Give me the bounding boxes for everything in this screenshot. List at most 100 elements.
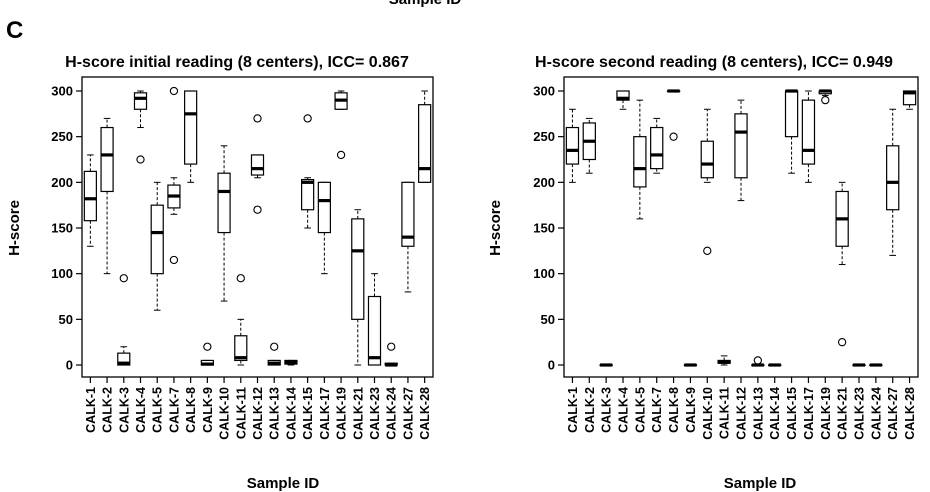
- x-tick-label: CALK-10: [701, 387, 715, 440]
- boxplot-calk-27: [401, 181, 415, 293]
- y-tick-label: 150: [51, 221, 73, 236]
- y-tick-label: 150: [533, 221, 555, 236]
- y-tick-label: 0: [548, 358, 555, 373]
- x-tick-label: CALK-11: [234, 387, 248, 439]
- x-tick-label: CALK-3: [600, 387, 614, 433]
- y-tick-label: 300: [533, 84, 555, 99]
- x-tick-label: CALK-8: [667, 387, 681, 433]
- iqr-box: [401, 181, 415, 247]
- iqr-box: [418, 104, 432, 183]
- boxplot-calk-17: [801, 90, 816, 183]
- x-tick-label: CALK-14: [284, 387, 298, 440]
- x-tick-label: CALK-4: [134, 387, 148, 433]
- x-tick-label: CALK-24: [869, 387, 883, 440]
- boxplot-calk-4: [616, 90, 630, 110]
- x-tick-label: CALK-19: [819, 387, 833, 440]
- boxplot-calk-14: [768, 363, 782, 367]
- top-sample-id-label: Sample ID: [389, 0, 462, 8]
- iqr-box: [633, 136, 647, 188]
- y-axis-label-second: H-score: [487, 200, 504, 256]
- y-tick-label: 200: [51, 175, 73, 190]
- boxplot-calk-13: [751, 356, 765, 367]
- x-tick-label: CALK-10: [218, 387, 232, 440]
- iqr-box: [234, 335, 248, 362]
- x-tick-label: CALK-27: [886, 387, 900, 440]
- y-tick-label: 0: [66, 358, 73, 373]
- x-tick-label: CALK-23: [368, 387, 382, 440]
- iqr-box: [367, 295, 382, 366]
- iqr-box: [100, 126, 114, 193]
- iqr-box: [565, 126, 580, 165]
- y-tick-label: 250: [533, 129, 555, 144]
- chart-title-second: H-score second reading (8 centers), ICC=…: [535, 54, 893, 71]
- x-axis-label-initial: Sample ID: [247, 475, 320, 492]
- iqr-box: [801, 99, 816, 165]
- chart-title-initial: H-score initial reading (8 centers), ICC…: [65, 54, 409, 71]
- boxplot-calk-5: [633, 99, 647, 220]
- outlier-point: [821, 95, 830, 105]
- y-tick-label: 200: [533, 175, 555, 190]
- outlier-point: [753, 356, 763, 365]
- x-tick-label: CALK-21: [836, 387, 850, 440]
- outlier-point: [669, 132, 678, 141]
- iqr-box: [616, 90, 630, 101]
- x-tick-label: CALK-28: [418, 387, 432, 440]
- iqr-box: [351, 218, 365, 320]
- x-tick-label: CALK-13: [268, 387, 282, 440]
- outlier-point: [253, 114, 262, 123]
- iqr-box: [301, 178, 315, 211]
- x-axis-label-second: Sample ID: [724, 475, 797, 492]
- x-tick-label: CALK-11: [718, 387, 732, 439]
- boxplot-calk-5: [150, 181, 164, 311]
- x-tick-label: CALK-15: [785, 387, 799, 440]
- x-tick-label: CALK-5: [633, 387, 647, 433]
- x-tick-label: CALK-15: [301, 387, 315, 440]
- x-tick-label: CALK-7: [650, 387, 664, 433]
- y-axis-label-initial: H-score: [6, 200, 23, 256]
- y-tick-label: 50: [59, 312, 73, 327]
- x-tick-label: CALK-12: [251, 387, 265, 440]
- boxplot-calk-3: [117, 274, 131, 366]
- boxplot-calk-11: [234, 274, 248, 366]
- iqr-box: [217, 172, 231, 234]
- boxplot-calk-28: [902, 90, 917, 110]
- x-tick-label: CALK-1: [566, 387, 580, 433]
- boxplot-calk-17: [317, 181, 331, 275]
- boxplot-calk-3: [599, 363, 613, 367]
- x-tick-label: CALK-21: [351, 387, 365, 440]
- iqr-box: [650, 126, 664, 170]
- iqr-box: [117, 352, 131, 366]
- boxplot-calk-8: [666, 89, 681, 141]
- x-tick-label: CALK-9: [201, 387, 215, 433]
- boxplot-calk-4: [133, 90, 148, 164]
- x-tick-label: CALK-24: [385, 387, 399, 440]
- x-tick-label: CALK-3: [117, 387, 131, 433]
- boxplot-calk-19: [818, 89, 832, 105]
- boxplot-calk-19: [334, 90, 348, 160]
- x-tick-label: CALK-1: [84, 387, 98, 433]
- boxplot-calk-23: [852, 363, 866, 367]
- iqr-box: [133, 92, 148, 110]
- outlier-point: [169, 255, 179, 265]
- x-tick-label: CALK-17: [318, 387, 332, 440]
- boxplot-calk-24: [869, 363, 883, 367]
- outlier-point: [169, 86, 179, 96]
- boxplot-calk-15: [301, 114, 315, 229]
- outlier-point: [119, 274, 128, 283]
- boxplot-calk-2: [582, 117, 596, 174]
- x-tick-label: CALK-12: [735, 387, 749, 440]
- boxplot-calk-9: [200, 342, 214, 366]
- outlier-point: [253, 205, 262, 214]
- chart-panel-initial: H-score initial reading (8 centers), ICC…: [6, 54, 434, 492]
- boxplot-calk-11: [717, 355, 731, 366]
- x-tick-label: CALK-9: [684, 387, 698, 433]
- boxplot-calk-14: [284, 359, 298, 366]
- outlier-point: [336, 150, 346, 160]
- iqr-box: [250, 154, 265, 176]
- boxplot-calk-1: [83, 154, 97, 247]
- boxplot-calk-12: [250, 114, 265, 214]
- boxplot-calk-15: [784, 89, 799, 174]
- boxplot-calk-8: [184, 90, 198, 183]
- panel-letter: C: [6, 17, 23, 44]
